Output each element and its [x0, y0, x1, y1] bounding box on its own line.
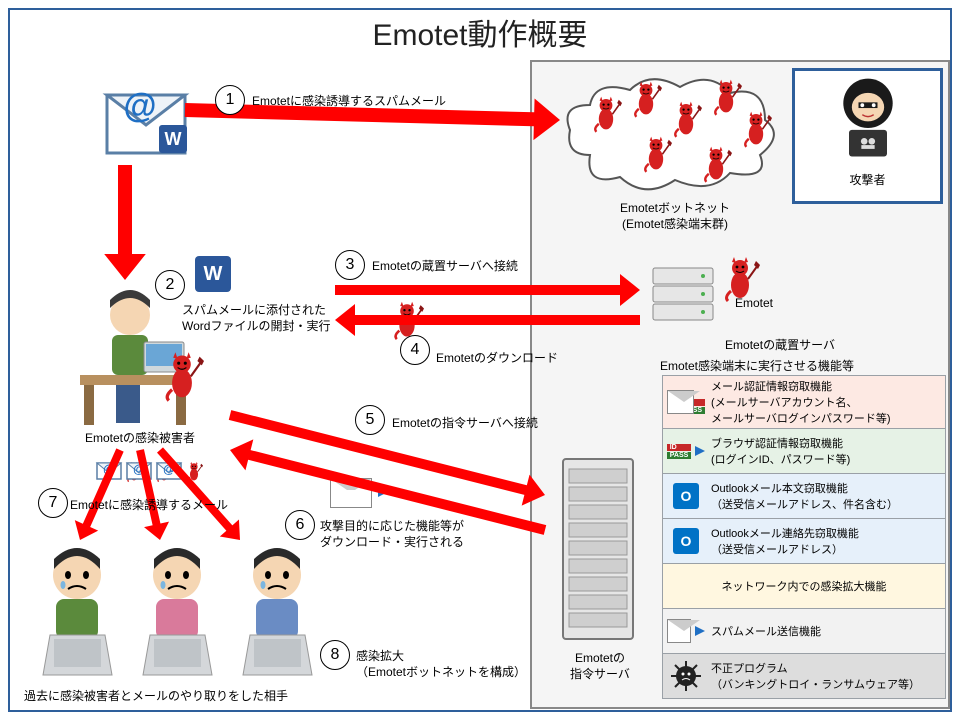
step-label-3: Emotetの蔵置サーバへ接続 — [372, 258, 518, 274]
fn-text-0: メール認証情報窃取機能(メールサーバアカウント名、メールサーバログインパスワード… — [711, 378, 891, 426]
fn-icon-6 — [667, 661, 705, 691]
step-circle-2: 2 — [155, 270, 185, 300]
svg-text:@: @ — [133, 462, 145, 476]
step-label-4: Emotetのダウンロード — [436, 350, 558, 366]
function-panel: IDPASSメール認証情報窃取機能(メールサーバアカウント名、メールサーバログイ… — [662, 375, 946, 699]
step-label-2: スパムメールに添付されたWordファイルの開封・実行 — [182, 302, 330, 334]
fn-icon-3: O — [667, 526, 705, 556]
fn-text-2: Outlookメール本文窃取機能（送受信メールアドレス、件名含む） — [711, 480, 898, 512]
fn-row-4: ネットワーク内での感染拡大機能 — [663, 564, 945, 609]
attacker-icon — [818, 71, 918, 166]
step-label-6: 攻撃目的に応じた機能等がダウンロード・実行される — [320, 518, 464, 550]
word-file-icon: W — [195, 256, 231, 292]
fn-row-2: OOutlookメール本文窃取機能（送受信メールアドレス、件名含む） — [663, 474, 945, 519]
diagram-title: Emotet動作概要 — [0, 10, 960, 54]
svg-text:@: @ — [123, 87, 156, 125]
step-circle-8: 8 — [320, 640, 350, 670]
fn-text-5: スパムメール送信機能 — [711, 623, 821, 639]
svg-text:W: W — [165, 129, 182, 149]
fn-icon-0: IDPASS — [667, 387, 705, 417]
fn-icon-1: IDPASS — [667, 436, 705, 466]
step-label-1: Emotetに感染誘導するスパムメール — [252, 93, 446, 109]
victim-label: Emotetの感染被害者 — [70, 430, 210, 446]
devil-victim — [160, 350, 204, 408]
step-circle-6: 6 — [285, 510, 315, 540]
step-circle-1: 1 — [215, 85, 245, 115]
fn-row-1: IDPASSブラウザ認証情報窃取機能(ログインID、パスワード等) — [663, 429, 945, 474]
fn-row-3: OOutlookメール連絡先窃取機能（送受信メールアドレス） — [663, 519, 945, 564]
step-label-5: Emotetの指令サーバへ接続 — [392, 415, 538, 431]
step-circle-4: 4 — [400, 335, 430, 365]
past-contacts-label: 過去に感染被害者とメールのやり取りをした相手 — [24, 688, 288, 704]
svg-text:@: @ — [103, 462, 115, 476]
step-circle-7: 7 — [38, 488, 68, 518]
fn-text-4: ネットワーク内での感染拡大機能 — [667, 578, 941, 594]
attacker-box: 攻撃者 — [792, 68, 943, 204]
emotet-label: Emotet — [735, 295, 773, 311]
fn-title: Emotet感染端末に実行させる機能等 — [660, 358, 854, 374]
storage-server-icon — [645, 260, 725, 340]
fn-text-6: 不正プログラム（バンキングトロイ・ランサムウェア等） — [711, 660, 920, 692]
step-circle-5: 5 — [355, 405, 385, 435]
fn-text-3: Outlookメール連絡先窃取機能（送受信メールアドレス） — [711, 525, 859, 557]
step-label-7: Emotetに感染誘導するメール — [70, 497, 228, 513]
envelope-step6 — [330, 478, 372, 508]
fn-row-5: スパムメール送信機能 — [663, 609, 945, 654]
svg-text:@: @ — [163, 462, 175, 476]
fn-text-1: ブラウザ認証情報窃取機能(ログインID、パスワード等) — [711, 435, 850, 467]
c2-server-icon — [553, 453, 648, 653]
fn-icon-2: O — [667, 481, 705, 511]
spam-mail-icon: @ W — [95, 75, 205, 175]
c2-server-label: Emotetの指令サーバ — [555, 650, 645, 682]
step-label-8: 感染拡大（Emotetボットネットを構成） — [356, 648, 526, 680]
step-circle-3: 3 — [335, 250, 365, 280]
botnet-label: Emotetボットネット(Emotet感染端末群) — [590, 200, 760, 232]
storage-server-label: Emotetの蔵置サーバ — [700, 337, 860, 353]
fn-icon-5 — [667, 616, 705, 646]
attacker-label: 攻撃者 — [795, 171, 940, 188]
fn-row-0: IDPASSメール認証情報窃取機能(メールサーバアカウント名、メールサーバログイ… — [663, 376, 945, 429]
fn-row-6: 不正プログラム（バンキングトロイ・ランサムウェア等） — [663, 654, 945, 698]
